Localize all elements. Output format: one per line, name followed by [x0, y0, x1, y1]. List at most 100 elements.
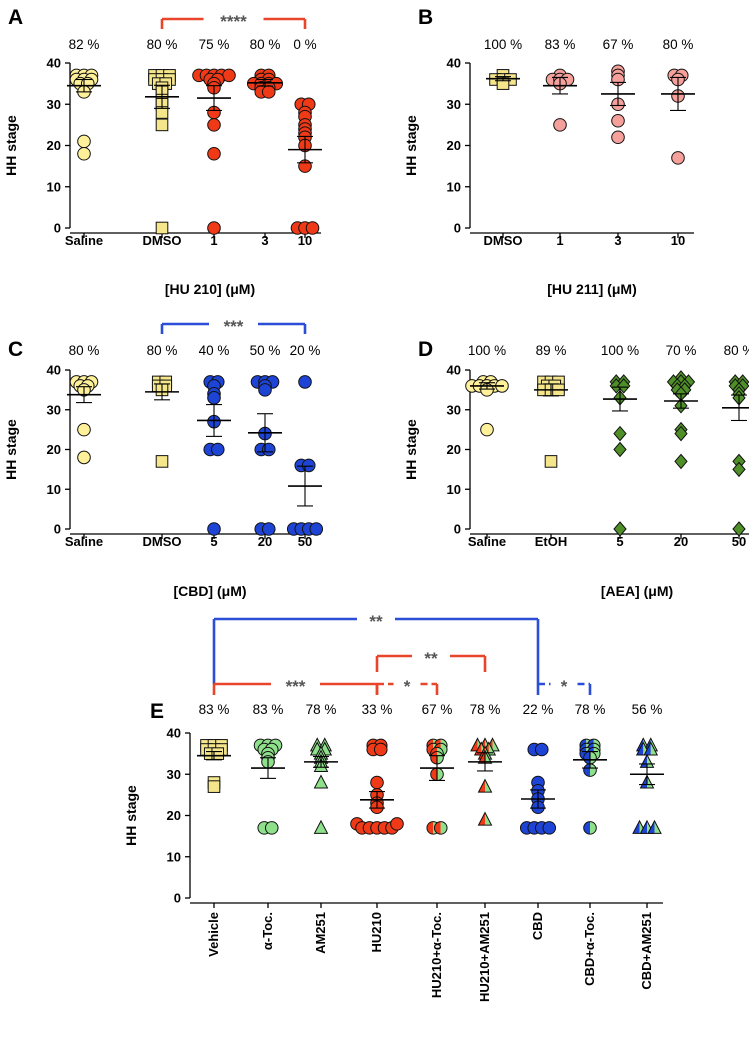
- percent-label: 78 %: [575, 702, 606, 717]
- percent-label: 70 %: [666, 343, 697, 358]
- x-tick-label: 20: [258, 534, 272, 549]
- point-group: [519, 742, 557, 835]
- x-tick-label: DMSO: [143, 233, 182, 248]
- data-point: [639, 774, 655, 789]
- x-tick-label: Saline: [468, 534, 506, 549]
- data-point: [434, 821, 441, 835]
- y-axis-label: HH stage: [3, 419, 19, 480]
- data-point: [583, 763, 590, 777]
- percent-label: 80 %: [147, 343, 178, 358]
- significance-label: **: [369, 612, 383, 631]
- data-point: [440, 821, 448, 835]
- data-point: [544, 455, 558, 468]
- point-group: [290, 97, 320, 235]
- x-tick-label: Vehicle: [206, 912, 221, 957]
- y-tick-label: 10: [47, 179, 61, 194]
- y-tick-label: 0: [454, 522, 461, 537]
- data-point: [477, 778, 493, 793]
- percent-label: 100 %: [601, 343, 639, 358]
- x-tick-label: 5: [616, 534, 623, 549]
- percent-label: 100 %: [484, 37, 522, 52]
- y-tick-label: 30: [47, 402, 61, 417]
- y-tick-label: 20: [447, 138, 461, 153]
- y-tick-label: 10: [447, 482, 461, 497]
- y-tick-label: 40: [167, 726, 181, 741]
- y-tick-label: 10: [47, 482, 61, 497]
- x-tick-label: 3: [614, 233, 621, 248]
- significance-label: ****: [220, 12, 247, 31]
- data-point: [732, 521, 746, 537]
- percent-label: 80 %: [69, 343, 100, 358]
- data-point: [155, 118, 169, 132]
- data-point: [534, 742, 549, 757]
- data-point: [77, 134, 91, 149]
- data-point: [210, 442, 225, 457]
- y-tick-label: 20: [447, 442, 461, 457]
- data-point: [426, 821, 434, 835]
- data-point: [305, 221, 320, 235]
- data-point: [430, 751, 437, 765]
- data-point: [207, 780, 221, 793]
- point-group: [728, 374, 749, 537]
- x-tick-label: 10: [671, 233, 685, 248]
- percent-label: 40 %: [199, 343, 230, 358]
- data-point: [635, 741, 651, 756]
- data-point: [643, 741, 659, 756]
- y-tick-label: 10: [447, 179, 461, 194]
- data-point: [261, 522, 276, 536]
- percent-label: 82 %: [69, 37, 100, 52]
- data-point: [611, 113, 625, 128]
- y-tick-label: 30: [47, 97, 61, 112]
- panel-label: A: [8, 6, 23, 29]
- percent-label: 20 %: [290, 343, 321, 358]
- y-tick-label: 30: [447, 97, 461, 112]
- panel-label: B: [418, 6, 433, 29]
- data-point: [613, 441, 627, 458]
- y-tick-label: 10: [167, 849, 181, 864]
- data-point: [613, 521, 627, 537]
- y-tick-label: 40: [447, 56, 461, 71]
- data-point: [617, 378, 631, 394]
- data-point: [674, 425, 688, 442]
- significance-label: ***: [224, 317, 244, 336]
- percent-label: 56 %: [632, 702, 663, 717]
- x-tick-label: HU210+α-Toc.: [429, 912, 444, 998]
- point-group: [609, 374, 631, 537]
- y-tick-label: 0: [54, 522, 61, 537]
- percent-label: 83 %: [199, 702, 230, 717]
- x-tick-label: 1: [556, 233, 563, 248]
- data-point: [542, 821, 557, 835]
- x-tick-label: α-Toc.: [260, 912, 275, 950]
- y-axis-label: HH stage: [403, 419, 419, 480]
- panel-label: E: [150, 700, 164, 723]
- x-tick-label: 10: [298, 233, 312, 248]
- data-point: [207, 522, 221, 536]
- data-point: [732, 461, 746, 478]
- x-tick-label: 50: [298, 534, 312, 549]
- data-point: [583, 821, 597, 835]
- percent-label: 80 %: [147, 37, 178, 52]
- percent-label: 67 %: [422, 702, 453, 717]
- data-point: [390, 817, 404, 831]
- percent-label: 22 %: [523, 702, 554, 717]
- data-point: [553, 118, 567, 132]
- percent-label: 75 %: [199, 37, 230, 52]
- data-point: [77, 146, 91, 161]
- point-group: [309, 737, 333, 834]
- y-tick-label: 0: [174, 891, 181, 906]
- point-group: [200, 739, 228, 793]
- data-point: [298, 375, 312, 389]
- percent-label: 83 %: [253, 702, 284, 717]
- x-tick-label: AM251: [313, 912, 328, 954]
- y-tick-label: 30: [447, 402, 461, 417]
- point-group: [69, 375, 99, 465]
- data-point: [155, 455, 169, 468]
- y-tick-label: 20: [47, 138, 61, 153]
- data-point: [590, 751, 597, 765]
- y-tick-label: 0: [454, 221, 461, 236]
- percent-label: 80 %: [250, 37, 281, 52]
- data-point: [77, 450, 91, 465]
- percent-label: 100 %: [468, 343, 506, 358]
- x-tick-label: 3: [261, 233, 268, 248]
